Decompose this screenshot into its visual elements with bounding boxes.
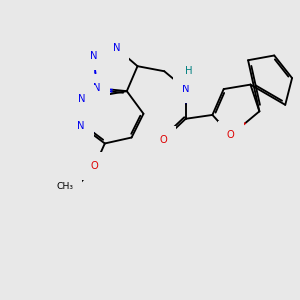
Text: H: H	[185, 66, 192, 76]
Text: N: N	[77, 121, 85, 130]
Text: O: O	[91, 161, 99, 171]
Text: N: N	[113, 44, 121, 53]
Text: O: O	[159, 135, 167, 145]
Text: N: N	[90, 51, 97, 62]
Text: N: N	[79, 94, 86, 104]
Text: CH₃: CH₃	[57, 182, 74, 191]
Text: N: N	[182, 84, 189, 94]
Text: O: O	[227, 130, 235, 140]
Text: N: N	[93, 83, 101, 93]
